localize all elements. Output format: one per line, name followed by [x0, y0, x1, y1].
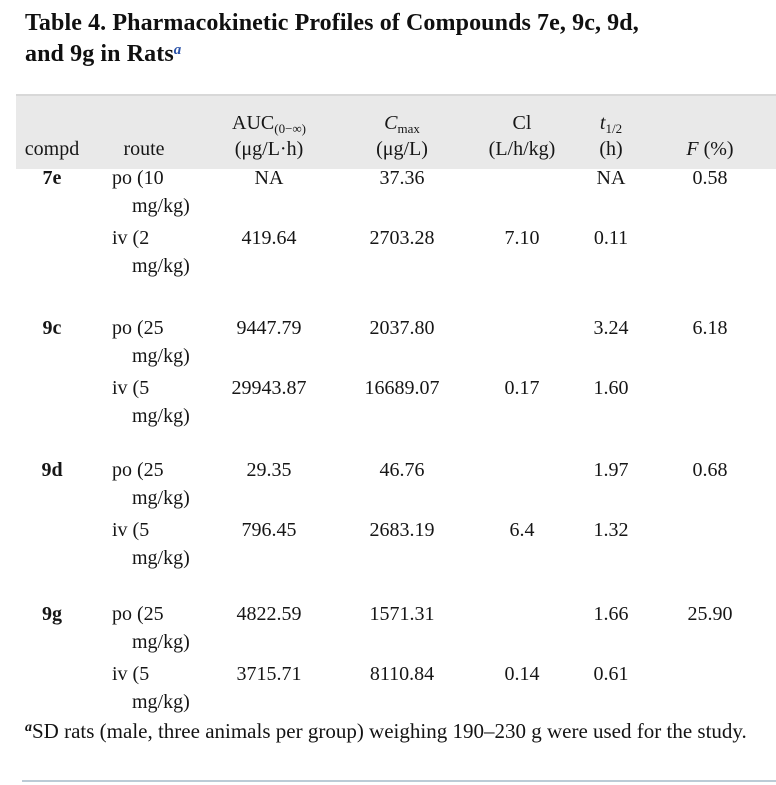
thalf-cell: NA [596, 167, 626, 189]
auc-cell: 796.45 [241, 519, 297, 541]
route-cell: po (10 mg/kg) [112, 167, 190, 217]
thalf-cell: 0.61 [593, 663, 629, 685]
compound-group-9g: 9g po (25 mg/kg) 4822.59 1571.31 1.66 25… [16, 600, 776, 716]
pharmacokinetics-table: compd route AUC(0−∞) (μg/L·h) Cmax (μg/L… [16, 94, 776, 169]
table-body: 7e po (10 mg/kg) NA 37.36 NA 0.58 iv (2 … [16, 94, 776, 734]
compound-group-7e: 7e po (10 mg/kg) NA 37.36 NA 0.58 iv (2 … [16, 164, 776, 280]
auc-header-symbol: AUC [232, 112, 275, 134]
thalf-header-symbol: t [599, 112, 606, 134]
page-title: Table 4. Pharmacokinetic Profiles of Com… [25, 8, 765, 70]
table-row: 9d po (25 mg/kg) 29.35 46.76 1.97 0.68 [16, 456, 776, 512]
cmax-cell: 16689.07 [364, 377, 440, 399]
route-cell: po (25 mg/kg) [112, 603, 190, 653]
table-row: iv (5 mg/kg) 3715.71 8110.84 0.14 0.61 [16, 660, 776, 716]
thalf-header-unit: (h) [599, 138, 623, 160]
table-row: iv (5 mg/kg) 29943.87 16689.07 0.17 1.60 [16, 374, 776, 430]
route-cell: iv (2 mg/kg) [112, 227, 190, 277]
table-row: 7e po (10 mg/kg) NA 37.36 NA 0.58 [16, 164, 776, 220]
thalf-cell: 1.32 [593, 519, 629, 541]
compound-label: 9c [42, 317, 62, 339]
footnote-text: SD rats (male, three animals per group) … [32, 719, 747, 743]
cmax-cell: 2683.19 [369, 519, 435, 541]
thalf-header-subscript: 1/2 [605, 121, 623, 136]
auc-cell: 29943.87 [231, 377, 307, 399]
f-cell: 0.58 [692, 167, 728, 189]
column-header-compd: compd [16, 136, 88, 162]
thalf-cell: 0.11 [593, 227, 629, 249]
cmax-cell: 37.36 [379, 167, 425, 189]
compd-header-label: compd [24, 138, 80, 160]
cmax-cell: 8110.84 [369, 663, 435, 685]
cmax-cell: 1571.31 [369, 603, 435, 625]
compound-label: 9g [42, 603, 62, 625]
column-header-route: route [88, 136, 200, 162]
cmax-header-symbol: C [384, 112, 398, 134]
table-row: iv (2 mg/kg) 419.64 2703.28 7.10 0.11 [16, 224, 776, 280]
compound-label: 7e [42, 167, 62, 189]
column-header-auc: AUC(0−∞) (μg/L·h) [200, 110, 338, 162]
f-header-symbol: F [686, 138, 699, 160]
cl-cell: 0.14 [504, 663, 540, 685]
auc-cell: NA [254, 167, 284, 189]
table-row: 9g po (25 mg/kg) 4822.59 1571.31 1.66 25… [16, 600, 776, 656]
f-cell: 0.68 [692, 459, 728, 481]
title-line1: Table 4. Pharmacokinetic Profiles of Com… [25, 10, 639, 36]
f-cell: 25.90 [687, 603, 733, 625]
cmax-header-subscript: max [397, 121, 420, 136]
auc-cell: 419.64 [241, 227, 297, 249]
route-header-label: route [123, 138, 165, 160]
route-cell: iv (5 mg/kg) [112, 663, 190, 713]
compound-group-9d: 9d po (25 mg/kg) 29.35 46.76 1.97 0.68 i… [16, 456, 776, 572]
cmax-header-unit: (μg/L) [376, 138, 428, 160]
auc-cell: 3715.71 [236, 663, 302, 685]
table-row: 9c po (25 mg/kg) 9447.79 2037.80 3.24 6.… [16, 314, 776, 370]
title-line2: and 9g in Rats [25, 41, 174, 67]
compound-label: 9d [41, 459, 63, 481]
cl-cell: 0.17 [504, 377, 540, 399]
column-header-f: F (%) [644, 136, 776, 162]
route-cell: iv (5 mg/kg) [112, 377, 190, 427]
compound-group-9c: 9c po (25 mg/kg) 9447.79 2037.80 3.24 6.… [16, 314, 776, 430]
cmax-cell: 46.76 [379, 459, 425, 481]
thalf-cell: 1.97 [593, 459, 629, 481]
table-row: iv (5 mg/kg) 796.45 2683.19 6.4 1.32 [16, 516, 776, 572]
route-cell: po (25 mg/kg) [112, 317, 190, 367]
auc-header-unit: (μg/L·h) [234, 138, 304, 160]
route-cell: po (25 mg/kg) [112, 459, 190, 509]
cl-header-unit: (L/h/kg) [488, 138, 556, 160]
bottom-rule [22, 780, 776, 782]
thalf-cell: 3.24 [593, 317, 629, 339]
route-cell: iv (5 mg/kg) [112, 519, 190, 569]
auc-cell: 29.35 [246, 459, 292, 481]
auc-cell: 9447.79 [236, 317, 302, 339]
column-header-thalf: t1/2 (h) [578, 110, 644, 162]
footnote-marker: a [25, 720, 32, 735]
cmax-cell: 2037.80 [369, 317, 435, 339]
auc-header-subscript: (0−∞) [274, 121, 306, 136]
thalf-cell: 1.66 [593, 603, 629, 625]
title-footnote-marker: a [173, 42, 182, 58]
thalf-cell: 1.60 [593, 377, 629, 399]
f-header-unit: (%) [703, 138, 734, 160]
footnote: aSD rats (male, three animals per group)… [25, 716, 753, 746]
cmax-cell: 2703.28 [369, 227, 435, 249]
column-header-cmax: Cmax (μg/L) [338, 110, 466, 162]
cl-cell: 6.4 [509, 519, 535, 541]
table-header-row: compd route AUC(0−∞) (μg/L·h) Cmax (μg/L… [16, 94, 776, 169]
f-cell: 6.18 [692, 317, 728, 339]
cl-cell: 7.10 [504, 227, 540, 249]
auc-cell: 4822.59 [236, 603, 302, 625]
cl-header-symbol: Cl [512, 112, 532, 134]
column-header-cl: Cl (L/h/kg) [466, 110, 578, 162]
